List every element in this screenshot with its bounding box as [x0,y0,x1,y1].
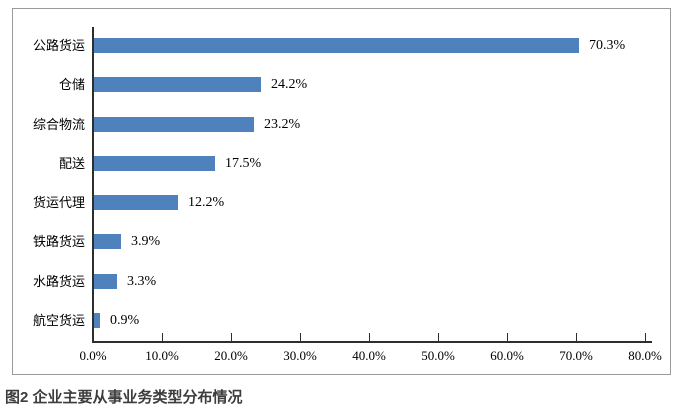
value-label: 3.9% [131,234,161,249]
bar [94,195,178,210]
bar [94,77,261,92]
category-label: 配送 [58,156,85,171]
y-axis-line [92,27,94,343]
x-axis-tick [231,333,232,341]
category-label: 综合物流 [32,117,85,132]
bar [94,117,254,132]
x-axis-tick-label: 30.0% [283,348,317,363]
x-axis-tick [162,333,163,341]
value-label: 17.5% [225,156,262,171]
x-axis-line [92,341,652,343]
x-axis-tick-label: 70.0% [559,348,593,363]
x-axis-tick-label: 60.0% [490,348,524,363]
value-label: 24.2% [271,77,308,92]
value-label: 0.9% [110,313,140,328]
bar [94,156,215,171]
x-axis-tick-label: 80.0% [628,348,662,363]
x-axis-tick-label: 0.0% [79,348,107,363]
bar [94,38,579,53]
value-label: 12.2% [188,195,225,210]
value-label: 3.3% [127,274,157,289]
x-axis-tick-label: 40.0% [352,348,386,363]
value-label: 70.3% [589,38,626,53]
bar [94,274,117,289]
category-label: 铁路货运 [32,234,85,249]
x-axis-tick [369,333,370,341]
category-label: 航空货运 [32,313,85,328]
x-axis-tick-label: 10.0% [145,348,179,363]
category-label: 水路货运 [32,274,85,289]
chart-frame [12,8,671,375]
figure-caption: 图2 企业主要从事业务类型分布情况 [5,389,243,406]
x-axis-tick [576,333,577,341]
x-axis-tick-label: 50.0% [421,348,455,363]
bar [94,234,121,249]
bar [94,313,100,328]
x-axis-tick [645,333,646,341]
category-label: 货运代理 [32,195,85,210]
category-label: 公路货运 [32,38,85,53]
x-axis-tick [507,333,508,341]
x-axis-tick [300,333,301,341]
x-axis-tick [438,333,439,341]
x-axis-tick-label: 20.0% [214,348,248,363]
value-label: 23.2% [264,117,301,132]
category-label: 仓储 [58,77,85,92]
